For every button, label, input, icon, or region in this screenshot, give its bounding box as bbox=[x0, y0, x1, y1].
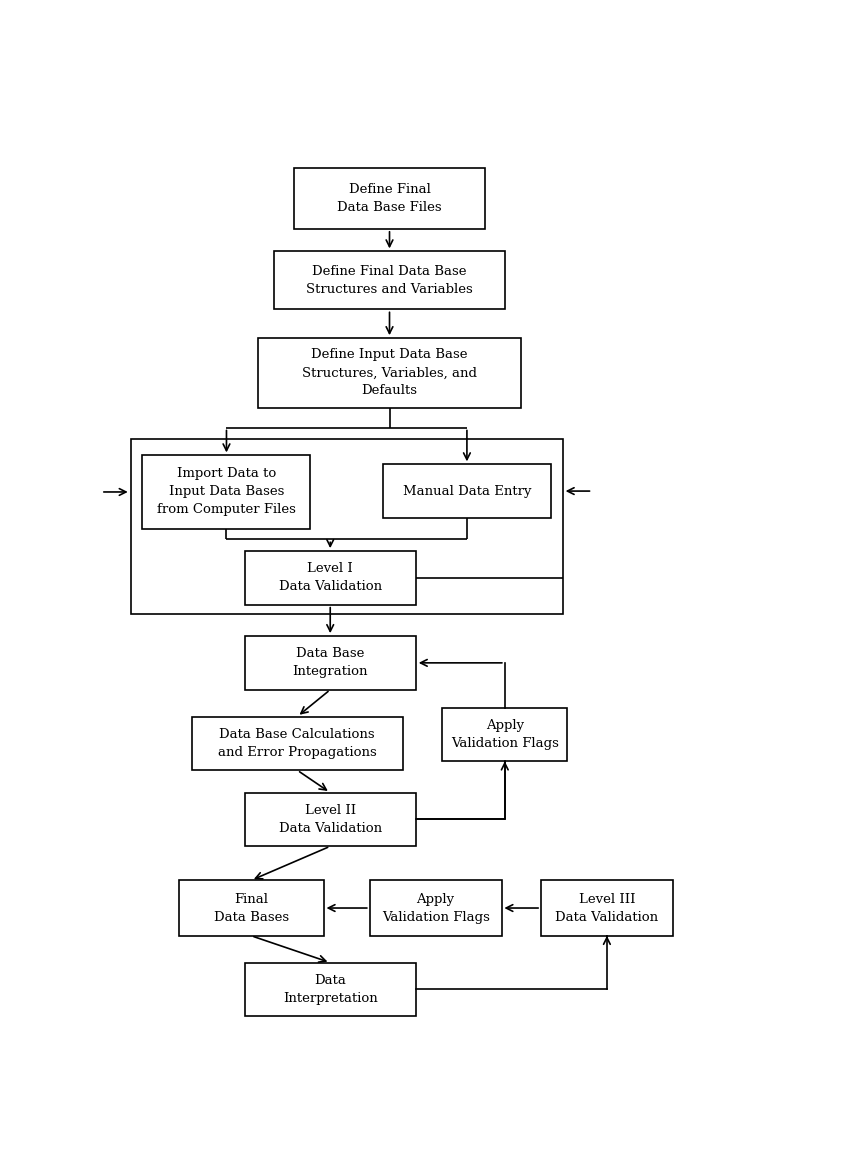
Bar bbox=[382, 465, 551, 518]
Bar bbox=[370, 881, 502, 935]
Bar bbox=[275, 251, 505, 309]
Bar bbox=[192, 717, 403, 770]
Text: Apply
Validation Flags: Apply Validation Flags bbox=[382, 892, 490, 924]
Bar bbox=[245, 962, 416, 1017]
Bar bbox=[294, 168, 485, 229]
Bar bbox=[541, 881, 673, 935]
Bar bbox=[178, 881, 324, 935]
Bar bbox=[442, 708, 568, 761]
Bar bbox=[245, 792, 416, 846]
Text: Data
Interpretation: Data Interpretation bbox=[283, 974, 377, 1005]
Text: Level I
Data Validation: Level I Data Validation bbox=[279, 562, 382, 594]
Text: Apply
Validation Flags: Apply Validation Flags bbox=[450, 719, 558, 749]
Text: Define Input Data Base
Structures, Variables, and
Defaults: Define Input Data Base Structures, Varia… bbox=[302, 349, 477, 397]
Bar bbox=[258, 338, 521, 408]
Text: Level II
Data Validation: Level II Data Validation bbox=[279, 804, 382, 835]
Bar bbox=[143, 456, 310, 529]
Text: Data Base
Integration: Data Base Integration bbox=[292, 647, 368, 679]
Text: Define Final Data Base
Structures and Variables: Define Final Data Base Structures and Va… bbox=[306, 265, 473, 296]
Text: Final
Data Bases: Final Data Bases bbox=[213, 892, 289, 924]
Text: Define Final
Data Base Files: Define Final Data Base Files bbox=[337, 182, 442, 214]
Text: Data Base Calculations
and Error Propagations: Data Base Calculations and Error Propaga… bbox=[218, 727, 377, 759]
Text: Import Data to
Input Data Bases
from Computer Files: Import Data to Input Data Bases from Com… bbox=[157, 467, 296, 516]
Bar bbox=[245, 551, 416, 604]
Bar bbox=[131, 439, 563, 614]
Bar bbox=[245, 636, 416, 690]
Text: Level III
Data Validation: Level III Data Validation bbox=[555, 892, 659, 924]
Text: Manual Data Entry: Manual Data Entry bbox=[403, 485, 531, 497]
